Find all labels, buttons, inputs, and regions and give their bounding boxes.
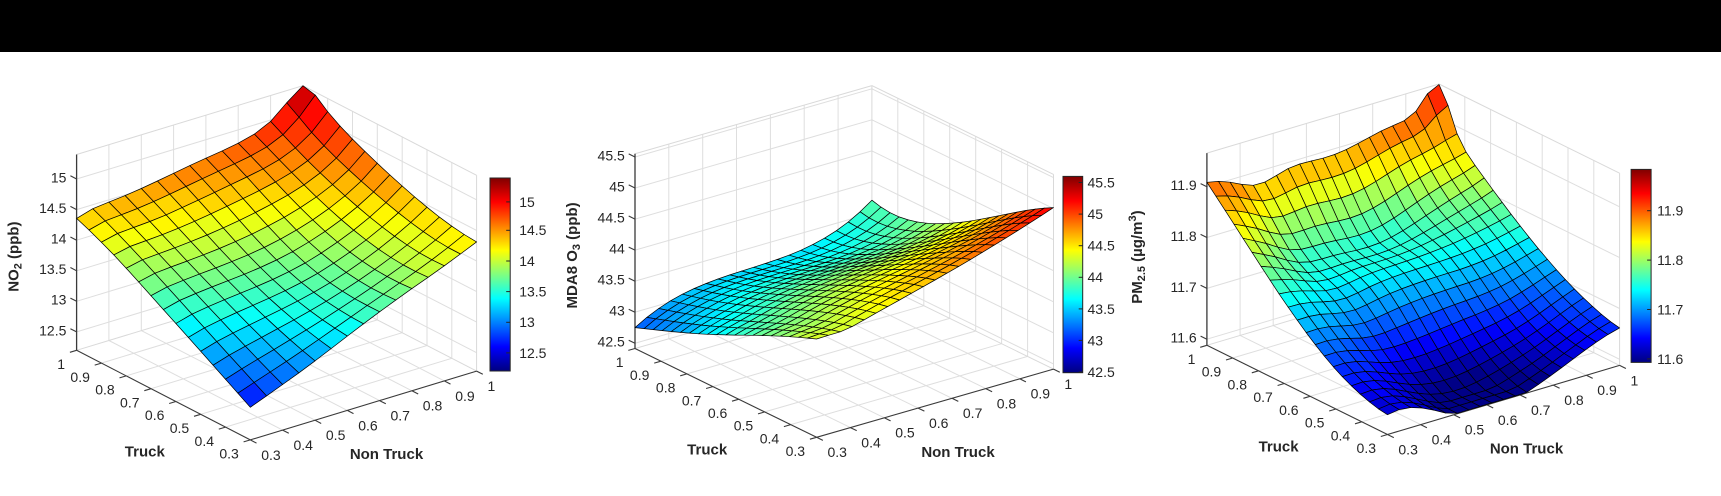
svg-text:0.9: 0.9 [1202, 364, 1222, 380]
svg-text:0.4: 0.4 [1331, 428, 1351, 444]
svg-text:14.5: 14.5 [39, 200, 66, 216]
svg-text:0.5: 0.5 [895, 425, 915, 441]
svg-text:Truck: Truck [687, 441, 728, 458]
svg-text:45.5: 45.5 [1088, 174, 1115, 190]
svg-text:0.8: 0.8 [1228, 377, 1248, 393]
svg-text:Non Truck: Non Truck [1490, 441, 1564, 458]
svg-text:0.9: 0.9 [1597, 382, 1617, 398]
svg-text:0.6: 0.6 [1498, 412, 1518, 428]
svg-text:0.3: 0.3 [261, 447, 281, 463]
svg-text:11.8: 11.8 [1170, 228, 1196, 244]
svg-text:0.7: 0.7 [1531, 402, 1551, 418]
svg-text:0.4: 0.4 [294, 437, 314, 453]
svg-text:42.5: 42.5 [598, 334, 625, 350]
svg-text:0.7: 0.7 [391, 408, 411, 424]
svg-text:44: 44 [609, 241, 625, 257]
svg-text:0.5: 0.5 [326, 427, 346, 443]
svg-text:Truck: Truck [1259, 438, 1300, 455]
svg-text:45: 45 [1088, 206, 1104, 222]
svg-text:0.6: 0.6 [1279, 402, 1299, 418]
svg-text:14: 14 [519, 253, 535, 269]
svg-text:0.9: 0.9 [70, 369, 90, 385]
svg-text:44.5: 44.5 [598, 210, 625, 226]
svg-text:11.7: 11.7 [1170, 279, 1196, 295]
svg-text:45.5: 45.5 [598, 147, 625, 163]
svg-text:11.6: 11.6 [1170, 330, 1196, 346]
svg-text:12.5: 12.5 [39, 322, 66, 338]
svg-text:0.5: 0.5 [1305, 415, 1325, 431]
svg-text:14.5: 14.5 [519, 222, 546, 238]
svg-text:43.5: 43.5 [598, 272, 625, 288]
svg-text:MDA8 O3 (ppb): MDA8 O3 (ppb) [564, 202, 583, 308]
svg-text:0.7: 0.7 [120, 394, 140, 410]
svg-text:0.3: 0.3 [828, 444, 848, 460]
svg-text:15: 15 [519, 194, 535, 210]
svg-text:0.6: 0.6 [145, 407, 165, 423]
svg-text:45: 45 [609, 178, 625, 194]
svg-text:15: 15 [51, 169, 67, 185]
svg-text:0.5: 0.5 [1465, 422, 1485, 438]
svg-text:11.8: 11.8 [1657, 252, 1683, 268]
svg-text:0.4: 0.4 [195, 433, 215, 449]
svg-text:0.9: 0.9 [1031, 386, 1051, 402]
svg-text:13.5: 13.5 [519, 284, 546, 300]
svg-text:1: 1 [1064, 376, 1072, 392]
svg-text:13: 13 [519, 314, 535, 330]
svg-text:0.4: 0.4 [760, 430, 780, 446]
svg-text:1: 1 [1631, 372, 1639, 388]
svg-text:Truck: Truck [125, 444, 166, 461]
svg-text:0.4: 0.4 [861, 435, 881, 451]
svg-text:0.9: 0.9 [630, 367, 650, 383]
svg-text:0.7: 0.7 [1253, 389, 1273, 405]
svg-text:0.3: 0.3 [786, 443, 806, 459]
svg-text:1: 1 [616, 354, 624, 370]
svg-text:43: 43 [1088, 332, 1104, 348]
svg-text:0.4: 0.4 [1432, 432, 1452, 448]
svg-text:43.5: 43.5 [1088, 301, 1115, 317]
svg-text:NO2 (ppb): NO2 (ppb) [5, 221, 24, 291]
svg-text:1: 1 [1188, 351, 1196, 367]
svg-text:44.5: 44.5 [1088, 238, 1115, 254]
svg-text:12.5: 12.5 [519, 345, 546, 361]
svg-text:44: 44 [1088, 269, 1104, 285]
svg-text:0.8: 0.8 [656, 380, 676, 396]
svg-text:0.8: 0.8 [1564, 392, 1584, 408]
svg-text:0.8: 0.8 [997, 396, 1017, 412]
svg-text:1: 1 [488, 378, 496, 394]
svg-text:0.7: 0.7 [963, 405, 983, 421]
svg-text:0.6: 0.6 [358, 417, 378, 433]
svg-text:11.9: 11.9 [1657, 203, 1683, 219]
svg-text:0.6: 0.6 [929, 415, 949, 431]
svg-text:0.8: 0.8 [95, 382, 115, 398]
svg-text:0.3: 0.3 [1357, 440, 1377, 456]
svg-text:0.7: 0.7 [682, 392, 702, 408]
svg-text:0.3: 0.3 [1398, 441, 1418, 457]
svg-text:42.5: 42.5 [1088, 364, 1115, 380]
svg-text:0.8: 0.8 [423, 398, 443, 414]
svg-text:43: 43 [609, 303, 625, 319]
svg-text:PM2.5 (µg/m3): PM2.5 (µg/m3) [1127, 210, 1148, 303]
svg-text:Non Truck: Non Truck [921, 444, 995, 461]
svg-text:0.5: 0.5 [734, 418, 754, 434]
svg-text:0.9: 0.9 [455, 388, 475, 404]
svg-text:13.5: 13.5 [39, 261, 66, 277]
svg-text:13: 13 [51, 292, 67, 308]
svg-text:1: 1 [57, 356, 65, 372]
svg-text:14: 14 [51, 231, 67, 247]
svg-text:0.6: 0.6 [708, 405, 728, 421]
svg-text:11.7: 11.7 [1657, 301, 1683, 317]
svg-text:0.3: 0.3 [219, 446, 239, 462]
svg-text:11.6: 11.6 [1657, 351, 1683, 367]
svg-text:11.9: 11.9 [1170, 177, 1196, 193]
svg-text:Non Truck: Non Truck [350, 446, 424, 463]
svg-text:0.5: 0.5 [170, 420, 190, 436]
